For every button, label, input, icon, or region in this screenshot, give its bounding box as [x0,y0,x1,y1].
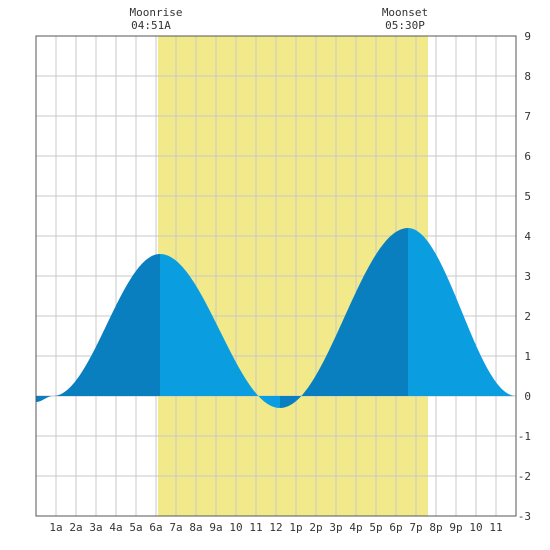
y-tick-label: -3 [518,510,531,523]
x-tick-label: 5p [369,521,382,534]
y-tick-label: 7 [524,110,531,123]
x-tick-label: 12 [269,521,282,534]
moonset-time: 05:30P [385,19,425,32]
tide-segment-rising [280,228,408,408]
tide-segment-rising [53,254,160,396]
x-tick-label: 8a [189,521,202,534]
y-tick-label: 2 [524,310,531,323]
x-tick-label: 9a [209,521,222,534]
x-tick-label: 6p [389,521,402,534]
moonrise-time: 04:51A [131,19,171,32]
y-tick-label: 8 [524,70,531,83]
y-tick-label: -1 [518,430,531,443]
y-tick-label: 9 [524,30,531,43]
x-tick-label: 9p [449,521,462,534]
x-tick-label: 8p [429,521,442,534]
x-tick-label: 7p [409,521,422,534]
moonset-title: Moonset [382,6,428,19]
x-tick-label: 4a [109,521,122,534]
x-tick-label: 1a [49,521,62,534]
x-tick-label: 10 [229,521,242,534]
x-tick-label: 11 [249,521,262,534]
tide-segment-falling [408,228,516,396]
x-tick-label: 5a [129,521,142,534]
y-tick-label: 1 [524,350,531,363]
moonrise-title: Moonrise [130,6,183,19]
plot-frame [35,35,517,517]
x-tick-label: 11 [489,521,502,534]
y-tick-label: 4 [524,230,531,243]
x-tick-label: 10 [469,521,482,534]
x-tick-label: 1p [289,521,302,534]
tide-segment-falling [160,254,280,408]
x-tick-label: 2a [69,521,82,534]
x-tick-label: 2p [309,521,322,534]
plot-border [35,35,517,517]
x-tick-label: 4p [349,521,362,534]
y-tick-label: 6 [524,150,531,163]
y-axis-ticks: -3 -2 -1 0 1 2 3 4 5 6 7 8 9 [518,30,532,523]
x-tick-label: 3p [329,521,342,534]
tide-area [36,228,516,408]
tide-segment-rising [36,396,53,402]
x-tick-label: 3a [89,521,102,534]
y-tick-label: -2 [518,470,531,483]
y-tick-label: 3 [524,270,531,283]
x-tick-label: 7a [169,521,182,534]
y-tick-label: 0 [524,390,531,403]
x-axis-ticks: 1a 2a 3a 4a 5a 6a 7a 8a 9a 10 11 12 1p 2p 3p 4p 5p 6p 7p 8p… [49,521,502,534]
x-tick-label: 6a [149,521,162,534]
y-tick-label: 5 [524,190,531,203]
